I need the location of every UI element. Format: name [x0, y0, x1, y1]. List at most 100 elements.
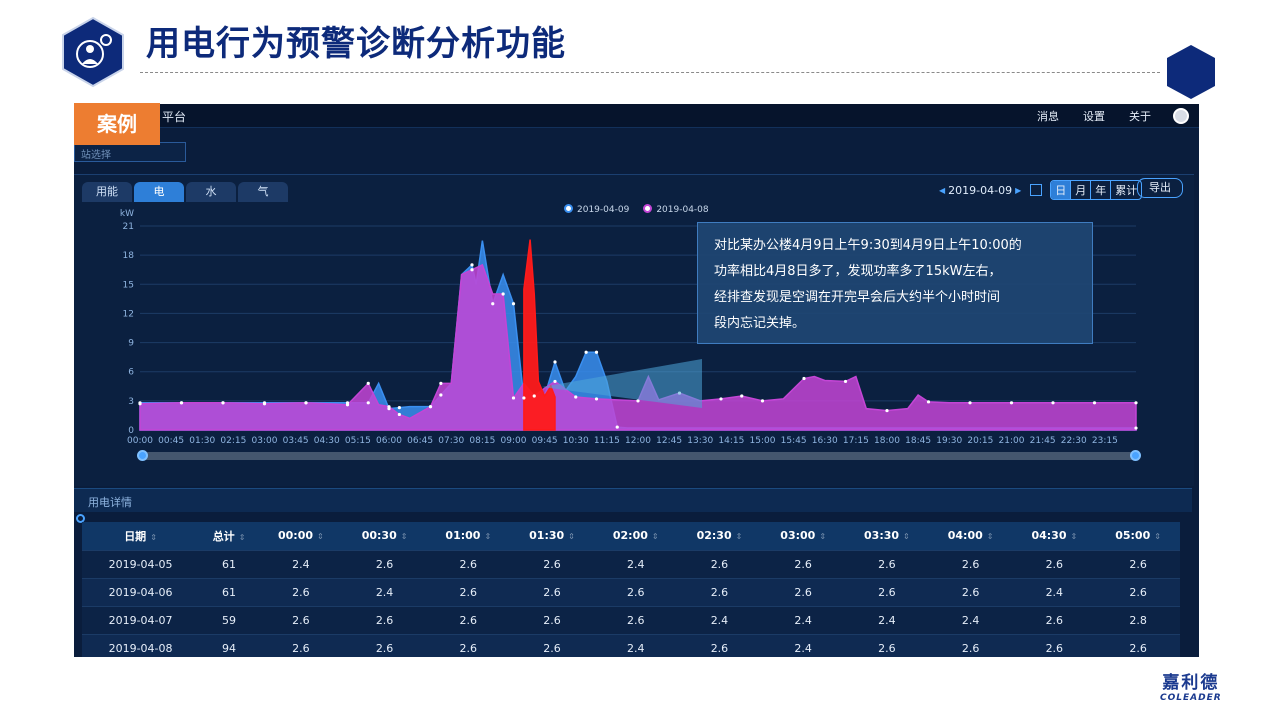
- brand-name-en: COLEADER: [1160, 693, 1222, 703]
- column-header[interactable]: 日期 ⇕: [82, 522, 200, 550]
- table-cell: 2.4: [342, 577, 427, 606]
- settings-icon[interactable]: [76, 514, 85, 523]
- data-point: [470, 263, 474, 267]
- table-cell: 2.4: [1012, 577, 1097, 606]
- table-cell: 2.6: [845, 549, 929, 578]
- data-point: [615, 425, 619, 429]
- data-point: [397, 406, 401, 410]
- sort-icon[interactable]: ⇕: [735, 532, 743, 542]
- sort-icon[interactable]: ⇕: [238, 532, 246, 542]
- data-point: [470, 268, 474, 272]
- column-header-label: 02:30: [696, 529, 732, 543]
- table-row: 2019-04-07 59 2.6 2.6 2.6 2.6 2.6 2.4 2.4 2.4 2.4 2…: [82, 605, 1180, 634]
- callout-pointer: [542, 359, 702, 408]
- column-header[interactable]: 00:00 ⇕: [258, 522, 343, 550]
- x-tick-label: 07:30: [438, 436, 464, 446]
- x-tick-label: 21:00: [999, 436, 1025, 446]
- column-header[interactable]: 02:30 ⇕: [677, 522, 762, 550]
- period-toggle: 日 月 年 累计: [1050, 180, 1143, 200]
- table-cell: 2.6: [342, 549, 427, 578]
- table-cell: 2.6: [510, 605, 594, 634]
- tab-energy[interactable]: 用能: [82, 182, 132, 202]
- chart-legend: 2019-04-09 2019-04-08: [564, 204, 709, 215]
- column-header[interactable]: 01:30 ⇕: [510, 522, 594, 550]
- top-menu: 消息 设置 关于: [1013, 108, 1189, 124]
- data-point: [262, 402, 267, 406]
- table-cell: 2.6: [426, 633, 511, 657]
- sort-icon[interactable]: ⇕: [484, 532, 492, 542]
- data-point: [397, 412, 401, 417]
- export-button[interactable]: 导出: [1137, 178, 1183, 198]
- x-tick-label: 06:45: [407, 436, 433, 446]
- scroll-handle-right[interactable]: [1130, 450, 1141, 461]
- avatar[interactable]: [1173, 108, 1189, 124]
- column-header[interactable]: 03:00 ⇕: [761, 522, 846, 550]
- table-row: 2019-04-06 61 2.6 2.4 2.6 2.6 2.6 2.6 2.6 2.6 2.6 2…: [82, 577, 1180, 606]
- prev-date-icon[interactable]: ◀: [939, 185, 946, 195]
- sort-icon[interactable]: ⇕: [317, 532, 324, 542]
- x-tick-label: 03:45: [283, 436, 309, 446]
- table-cell: 2.4: [677, 605, 762, 634]
- column-header[interactable]: 02:00 ⇕: [593, 522, 678, 550]
- legend-dot-icon: [643, 204, 653, 213]
- legend-item-0409[interactable]: 2019-04-09: [564, 204, 629, 215]
- x-tick-label: 13:30: [687, 436, 713, 446]
- top-bar: 平台 消息 设置 关于: [74, 104, 1199, 128]
- table-row: 2019-04-08 94 2.6 2.6 2.6 2.6 2.4 2.6 2.4 2.6 2.6 2…: [82, 633, 1180, 657]
- column-header[interactable]: 03:30 ⇕: [845, 522, 929, 550]
- table-cell: 2.6: [510, 633, 594, 657]
- period-year[interactable]: 年: [1091, 181, 1112, 199]
- table-cell: 2.6: [258, 605, 343, 634]
- sort-icon[interactable]: ⇕: [651, 532, 659, 542]
- legend-item-0408[interactable]: 2019-04-08: [643, 204, 709, 215]
- column-header-label: 日期: [124, 529, 147, 543]
- table-cell: 2.6: [426, 549, 511, 578]
- table-cell: 2.6: [426, 605, 511, 634]
- table-cell: 2.6: [928, 633, 1013, 657]
- table-cell: 59: [199, 605, 259, 634]
- x-tick-label: 09:00: [501, 436, 527, 446]
- sort-icon[interactable]: ⇕: [1070, 532, 1078, 542]
- column-header[interactable]: 总计 ⇕: [199, 522, 259, 550]
- column-header[interactable]: 01:00 ⇕: [426, 522, 511, 550]
- tab-gas[interactable]: 气: [238, 182, 288, 202]
- period-month[interactable]: 月: [1071, 181, 1092, 199]
- menu-about[interactable]: 关于: [1129, 110, 1151, 123]
- sort-icon[interactable]: ⇕: [400, 532, 408, 542]
- period-day[interactable]: 日: [1051, 181, 1072, 199]
- x-tick-label: 17:15: [843, 436, 869, 446]
- sort-icon[interactable]: ⇕: [986, 532, 994, 542]
- table-cell: 2.6: [342, 633, 427, 657]
- menu-messages[interactable]: 消息: [1037, 110, 1059, 123]
- site-select[interactable]: 站选择: [74, 142, 186, 162]
- y-tick-label: 3: [128, 397, 134, 407]
- column-header[interactable]: 04:30 ⇕: [1012, 522, 1097, 550]
- column-header[interactable]: 00:30 ⇕: [342, 522, 427, 550]
- scroll-handle-left[interactable]: [137, 450, 148, 461]
- sort-icon[interactable]: ⇕: [568, 532, 575, 542]
- period-cumulative[interactable]: 累计: [1115, 184, 1138, 197]
- table-cell: 2.6: [677, 577, 762, 606]
- sort-icon[interactable]: ⇕: [903, 532, 910, 542]
- table-cell: 61: [199, 549, 259, 578]
- column-header[interactable]: 05:00 ⇕: [1096, 522, 1180, 550]
- tab-water[interactable]: 水: [186, 182, 236, 202]
- x-tick-label: 18:00: [874, 436, 900, 446]
- column-header[interactable]: 04:00 ⇕: [928, 522, 1013, 550]
- x-tick-label: 10:30: [563, 436, 589, 446]
- power-chart: 0 3 6 9 12 15 18 21 kW 00:00 00:45 01:30 02:15 03:00 0…: [120, 209, 1138, 446]
- sort-icon[interactable]: ⇕: [819, 532, 827, 542]
- column-header-label: 03:30: [864, 529, 900, 543]
- x-tick-label: 03:00: [252, 436, 278, 446]
- data-point: [1134, 426, 1138, 430]
- tab-electricity[interactable]: 电: [134, 182, 184, 202]
- x-tick-label: 16:30: [812, 436, 838, 446]
- sort-icon[interactable]: ⇕: [150, 532, 157, 542]
- calendar-icon[interactable]: [1030, 184, 1043, 196]
- menu-settings[interactable]: 设置: [1083, 110, 1105, 123]
- next-date-icon[interactable]: ▶: [1015, 185, 1022, 195]
- chart-range-scrollbar[interactable]: [137, 450, 1141, 461]
- data-point: [968, 401, 972, 405]
- sort-icon[interactable]: ⇕: [1154, 532, 1161, 542]
